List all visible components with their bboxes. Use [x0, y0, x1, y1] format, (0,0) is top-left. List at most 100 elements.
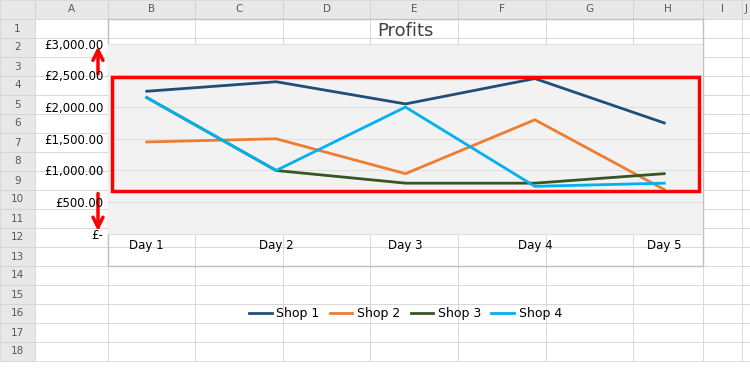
Text: I: I: [721, 5, 724, 14]
Bar: [0, 342, 35, 361]
Text: H: H: [664, 5, 672, 14]
Shop 4: [142, 95, 152, 100]
Bar: [458, 0, 546, 19]
Bar: [35, 323, 108, 342]
Bar: [703, 114, 742, 133]
Bar: [633, 38, 703, 57]
Bar: [458, 133, 546, 152]
Bar: [0, 209, 35, 228]
Bar: [195, 323, 283, 342]
Bar: [108, 266, 195, 285]
Bar: [633, 228, 703, 247]
Text: 8: 8: [14, 157, 21, 166]
Bar: [283, 152, 370, 171]
Bar: [703, 285, 742, 304]
Bar: [742, 57, 750, 76]
Shop 2: [401, 171, 410, 176]
Bar: [0, 76, 35, 95]
Bar: [370, 133, 458, 152]
Bar: [195, 209, 283, 228]
Text: B: B: [148, 5, 155, 14]
Bar: [703, 266, 742, 285]
Bar: [195, 266, 283, 285]
Bar: [0, 285, 35, 304]
Bar: [0, 304, 35, 323]
Bar: [458, 209, 546, 228]
Bar: [633, 247, 703, 266]
Bar: [742, 228, 750, 247]
Bar: [633, 323, 703, 342]
Bar: [742, 190, 750, 209]
Bar: [35, 38, 108, 57]
Bar: [35, 304, 108, 323]
Bar: [0, 19, 35, 38]
Bar: [458, 323, 546, 342]
Bar: [0, 152, 35, 171]
Bar: [742, 323, 750, 342]
Shop 3: [401, 181, 410, 185]
Bar: [703, 0, 742, 19]
Bar: [283, 247, 370, 266]
Bar: [283, 228, 370, 247]
Bar: [108, 304, 195, 323]
Bar: [35, 209, 108, 228]
Bar: [546, 190, 633, 209]
Bar: [195, 190, 283, 209]
Bar: [283, 57, 370, 76]
Bar: [742, 266, 750, 285]
Bar: [458, 171, 546, 190]
Bar: [108, 19, 195, 38]
Bar: [370, 266, 458, 285]
Bar: [283, 285, 370, 304]
Bar: [742, 171, 750, 190]
Bar: [458, 190, 546, 209]
Bar: [703, 152, 742, 171]
Text: D: D: [322, 5, 331, 14]
Text: 2: 2: [14, 43, 21, 52]
Bar: [195, 38, 283, 57]
Bar: [108, 19, 703, 266]
Bar: [546, 133, 633, 152]
Bar: [458, 152, 546, 171]
Bar: [458, 114, 546, 133]
Bar: [370, 209, 458, 228]
Bar: [370, 0, 458, 19]
Bar: [370, 114, 458, 133]
Bar: [108, 133, 195, 152]
Bar: [195, 228, 283, 247]
Bar: [742, 76, 750, 95]
Bar: [35, 114, 108, 133]
Shop 2: [530, 117, 539, 122]
Bar: [370, 95, 458, 114]
Bar: [633, 266, 703, 285]
Bar: [633, 133, 703, 152]
Bar: [370, 285, 458, 304]
Bar: [35, 0, 108, 19]
Bar: [458, 304, 546, 323]
Bar: [195, 114, 283, 133]
Shop 1: [142, 89, 152, 93]
Line: Shop 4: Shop 4: [147, 98, 664, 186]
Text: J: J: [745, 5, 748, 14]
Bar: [0, 57, 35, 76]
Bar: [0, 228, 35, 247]
Bar: [546, 304, 633, 323]
Bar: [546, 38, 633, 57]
Shop 4: [530, 184, 539, 188]
Bar: [0, 171, 35, 190]
Bar: [108, 114, 195, 133]
Bar: [195, 247, 283, 266]
Bar: [546, 285, 633, 304]
Bar: [546, 247, 633, 266]
Bar: [108, 190, 195, 209]
Bar: [0, 133, 35, 152]
Bar: [283, 342, 370, 361]
Bar: [195, 133, 283, 152]
Line: Shop 1: Shop 1: [147, 79, 664, 123]
Bar: [35, 285, 108, 304]
Bar: [283, 304, 370, 323]
Bar: [35, 19, 108, 38]
Bar: [742, 152, 750, 171]
Bar: [108, 38, 195, 57]
Text: 10: 10: [11, 195, 24, 204]
